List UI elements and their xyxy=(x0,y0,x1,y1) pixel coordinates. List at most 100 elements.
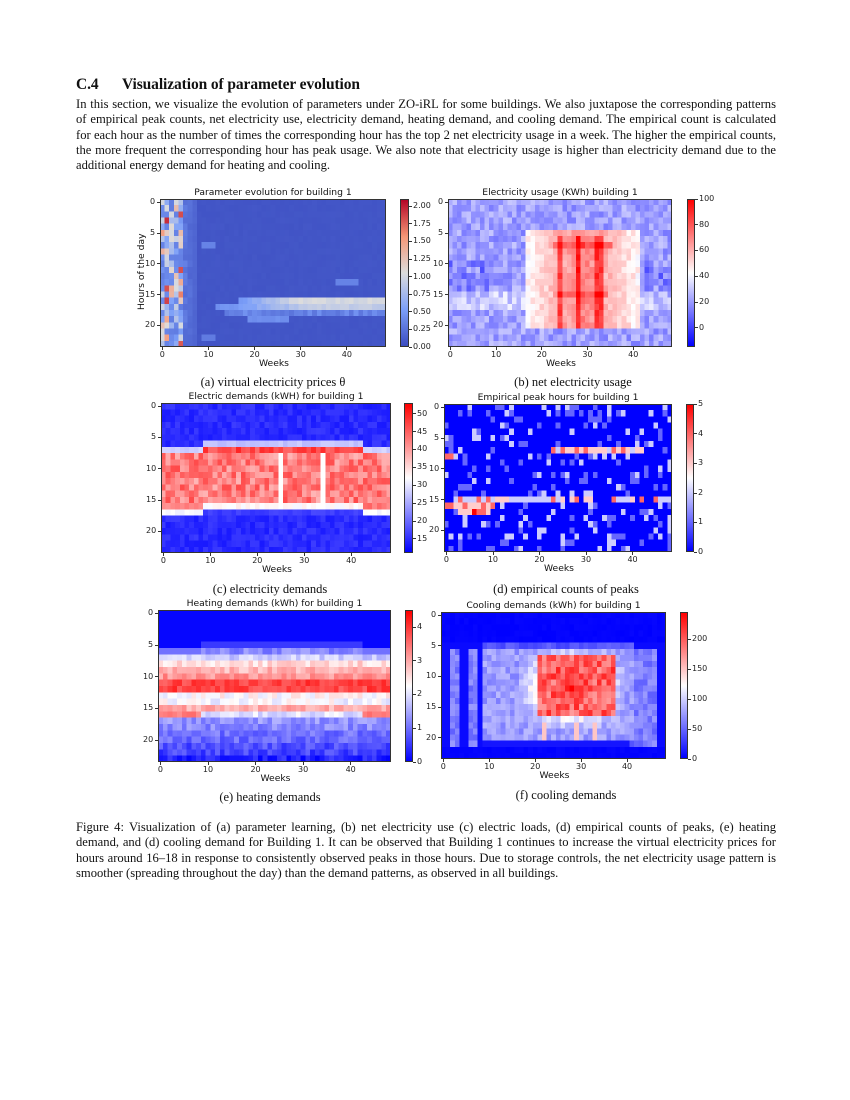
colorbar-tick-mark xyxy=(694,433,697,434)
y-tick-mark xyxy=(438,645,441,646)
y-tick-label: 0 xyxy=(151,401,157,411)
colorbar-tick-mark xyxy=(409,205,412,207)
y-tick-label: 0 xyxy=(431,610,437,620)
heatmap-b xyxy=(448,199,672,347)
colorbar-tick-mark xyxy=(409,293,412,295)
heatmap-e xyxy=(158,610,391,762)
x-tick-mark xyxy=(585,552,587,555)
x-tick-label: 40 xyxy=(345,765,356,774)
colorbar-tick-mark xyxy=(413,761,416,763)
x-tick-mark xyxy=(208,347,209,350)
colorbar-tick-mark xyxy=(413,466,416,468)
colorbar-tick-label: 100 xyxy=(692,694,708,703)
x-axis-label-a: Weeks xyxy=(259,358,289,369)
y-tick-label: 5 xyxy=(431,640,437,650)
y-tick-mark xyxy=(438,706,441,708)
x-tick-label: 30 xyxy=(295,350,306,359)
colorbar-tick-label: 40 xyxy=(417,444,428,454)
colorbar-tick-mark xyxy=(688,668,691,670)
colorbar-tick-label: 35 xyxy=(417,462,428,472)
colorbar-tick-label: 1 xyxy=(698,517,704,527)
y-tick-label: 20 xyxy=(433,320,444,330)
y-tick-mark xyxy=(157,325,160,326)
plot-title-c: Electric demands (kWH) for building 1 xyxy=(188,391,364,402)
colorbar-tick-mark xyxy=(688,758,691,760)
subcaption-d: (d) empirical counts of peaks xyxy=(493,582,639,596)
y-tick-mark xyxy=(158,405,161,407)
x-axis-label-b: Weeks xyxy=(546,358,576,369)
colorbar-tick-label: 0.25 xyxy=(413,324,431,334)
heatmap-c xyxy=(161,403,391,553)
x-tick-label: 40 xyxy=(627,555,638,564)
y-tick-label: 15 xyxy=(145,289,156,299)
heatmap-d xyxy=(444,404,672,552)
colorbar-tick-label: 40 xyxy=(699,271,710,281)
y-tick-mark xyxy=(157,294,160,295)
x-tick-label: 0 xyxy=(159,350,165,359)
x-tick-label: 0 xyxy=(447,350,453,359)
x-tick-mark xyxy=(449,347,451,350)
colorbar-tick-label: 1.75 xyxy=(413,218,431,228)
x-tick-mark xyxy=(541,347,542,350)
colorbar-tick-mark xyxy=(694,403,697,405)
x-tick-mark xyxy=(442,759,444,762)
subcaption-c: (c) electricity demands xyxy=(212,582,328,596)
colorbar-tick-label: 1 xyxy=(417,723,423,733)
colorbar-a xyxy=(400,199,409,347)
y-tick-label: 5 xyxy=(148,639,154,649)
y-tick-mark xyxy=(441,437,444,439)
colorbar-tick-mark xyxy=(688,728,691,730)
colorbar-tick-label: 0 xyxy=(417,757,423,766)
colorbar-e xyxy=(405,610,413,762)
plot-title-f: Cooling demands (kWh) for building 1 xyxy=(466,600,641,611)
section-heading: C.4 Visualization of parameter evolution xyxy=(76,76,360,94)
y-tick-label: 15 xyxy=(433,289,444,299)
colorbar-tick-mark xyxy=(413,413,416,414)
heatmap-f xyxy=(441,612,666,759)
colorbar-tick-mark xyxy=(413,626,416,628)
colorbar-tick-mark xyxy=(413,449,416,450)
x-tick-mark xyxy=(256,553,258,556)
y-tick-label: 10 xyxy=(429,463,440,473)
x-tick-mark xyxy=(163,553,164,556)
colorbar-tick-mark xyxy=(409,223,412,224)
colorbar-tick-mark xyxy=(413,502,416,504)
x-tick-label: 30 xyxy=(298,765,309,774)
y-tick-label: 20 xyxy=(146,526,157,536)
y-tick-mark xyxy=(445,232,448,234)
colorbar-tick-label: 2 xyxy=(698,487,704,497)
y-tick-label: 15 xyxy=(143,703,154,713)
y-tick-mark xyxy=(438,676,441,677)
colorbar-tick-mark xyxy=(695,301,698,303)
x-tick-mark xyxy=(446,552,447,555)
y-tick-label: 10 xyxy=(143,671,154,681)
x-tick-mark xyxy=(539,552,540,555)
colorbar-tick-label: 0.75 xyxy=(413,289,431,299)
y-tick-label: 0 xyxy=(150,197,156,207)
colorbar-b xyxy=(687,199,695,347)
x-tick-label: 0 xyxy=(443,555,449,564)
x-tick-label: 40 xyxy=(346,556,357,565)
colorbar-tick-mark xyxy=(409,240,412,242)
subcaption-a: (a) virtual electricity prices θ xyxy=(200,375,346,389)
colorbar-tick-label: 20 xyxy=(417,515,428,525)
y-tick-mark xyxy=(157,201,160,203)
colorbar-tick-mark xyxy=(688,638,691,640)
y-axis-label-a: Hours of the day xyxy=(136,233,147,310)
colorbar-tick-label: 3 xyxy=(417,655,423,665)
x-tick-label: 40 xyxy=(621,762,633,771)
colorbar-tick-label: 1.00 xyxy=(413,271,431,281)
x-tick-mark xyxy=(488,759,490,762)
y-tick-mark xyxy=(157,263,160,265)
colorbar-tick-mark xyxy=(413,431,416,432)
y-tick-label: 0 xyxy=(434,402,440,412)
y-tick-label: 10 xyxy=(433,258,444,268)
y-tick-label: 5 xyxy=(151,432,157,442)
y-tick-mark xyxy=(158,499,161,501)
y-tick-mark xyxy=(158,530,161,532)
colorbar-tick-mark xyxy=(694,462,697,464)
colorbar-tick-mark xyxy=(695,327,698,328)
y-tick-mark xyxy=(155,739,158,741)
y-tick-mark xyxy=(445,201,448,203)
x-axis-label-f: Weeks xyxy=(539,770,570,781)
